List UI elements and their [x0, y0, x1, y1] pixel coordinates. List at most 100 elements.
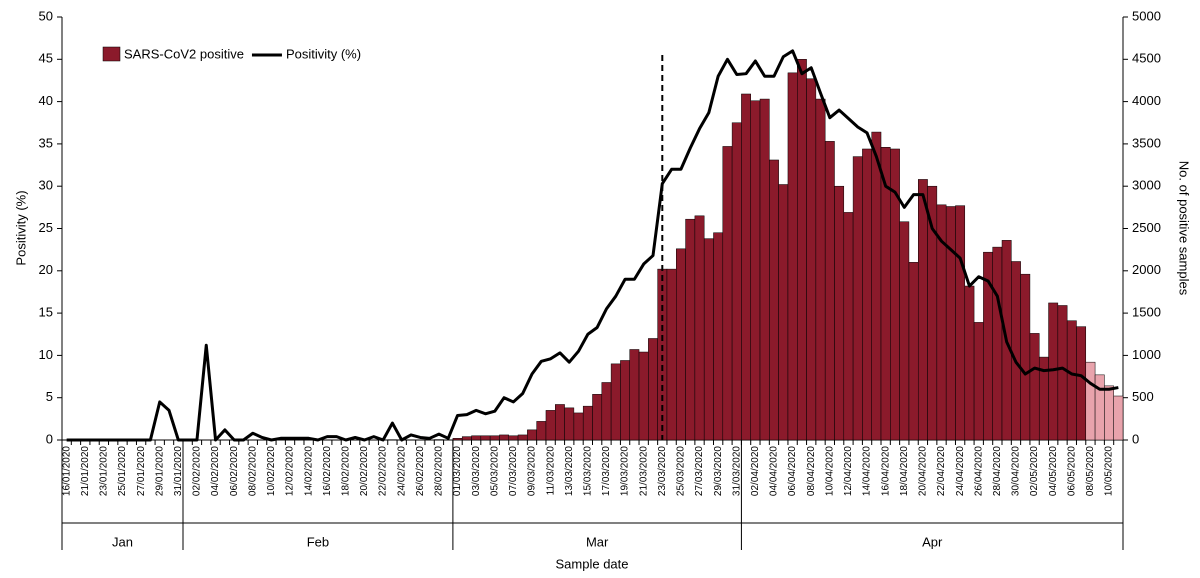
x-tick-label: 08/04/2020: [806, 446, 817, 496]
x-tick-label: 14/04/2020: [862, 446, 873, 496]
bar: [1029, 333, 1040, 441]
bar: [1076, 326, 1087, 441]
line: [66, 49, 1119, 442]
x-tick-label: 08/02/2020: [247, 446, 258, 496]
x-tick-label: 17/03/2020: [601, 446, 612, 496]
x-tick-label: 21/03/2020: [638, 446, 649, 496]
bar: [862, 148, 872, 441]
y-tick-label: 35: [39, 135, 53, 150]
bar: [964, 285, 975, 441]
bar: [610, 363, 621, 441]
bar: [778, 184, 789, 441]
bar: [527, 429, 537, 441]
x-tick-label: 16/04/2020: [880, 446, 891, 496]
x-tick-label: 05/03/2020: [489, 446, 500, 496]
bar: [517, 434, 528, 441]
x-tick-label: 31/01/2020: [173, 446, 184, 496]
x-tick-label: 22/02/2020: [378, 446, 389, 496]
bar: [899, 221, 910, 441]
bar: [973, 322, 984, 441]
x-tick-label: 28/02/2020: [434, 446, 445, 496]
x-tick-label: 03/03/2020: [471, 446, 482, 496]
x-tick-label: 16/02/2020: [322, 446, 333, 496]
y2-tick-label: 4500: [1132, 51, 1161, 66]
y-tick-label: 0: [46, 431, 53, 446]
x-tick-label: 23/01/2020: [99, 446, 110, 496]
x-tick-label: 08/05/2020: [1085, 446, 1096, 496]
y-axis-title: Positivity (%): [13, 190, 28, 265]
y2-tick-label: 5000: [1132, 8, 1161, 23]
bar: [703, 238, 714, 441]
x-tick-label: 20/02/2020: [359, 446, 370, 496]
x-tick-label: 12/04/2020: [843, 446, 854, 496]
bar: [1104, 385, 1114, 441]
bar: [722, 146, 733, 441]
x-tick-label: 07/03/2020: [508, 446, 519, 496]
month-label: Mar: [586, 534, 609, 549]
x-tick-label: 25/01/2020: [117, 446, 128, 496]
bar: [499, 434, 509, 441]
x-tick-label: 24/04/2020: [955, 446, 966, 496]
bar: [955, 205, 966, 441]
x-tick-label: 18/02/2020: [341, 446, 352, 496]
y2-tick-label: 1000: [1132, 347, 1161, 362]
x-tick-label: 06/05/2020: [1066, 446, 1077, 496]
bar: [787, 72, 798, 441]
x-tick-label: 04/04/2020: [769, 446, 780, 496]
x-tick-label: 24/02/2020: [396, 446, 407, 496]
bar: [1085, 361, 1096, 441]
bar: [638, 351, 649, 441]
bar: [992, 246, 1003, 441]
bar: [750, 100, 761, 441]
x-tick-label: 06/02/2020: [229, 446, 240, 496]
y2-tick-label: 3000: [1132, 178, 1161, 193]
x-tick-label: 18/04/2020: [899, 446, 910, 496]
y-tick-label: 30: [39, 178, 53, 193]
y2-tick-label: 2000: [1132, 262, 1161, 277]
x-tick-label: 14/02/2020: [303, 446, 314, 496]
y-tick-label: 25: [39, 220, 53, 235]
bar: [880, 147, 891, 441]
y2-tick-label: 3500: [1132, 135, 1161, 150]
bar: [945, 206, 956, 441]
legend-swatch: [102, 46, 121, 62]
x-tick-label: 23/03/2020: [657, 446, 668, 496]
bar: [508, 435, 519, 441]
bar: [657, 268, 668, 441]
x-tick-label: 30/04/2020: [1011, 446, 1022, 496]
bar: [471, 435, 482, 441]
bar: [629, 349, 640, 441]
legend-label: Positivity (%): [286, 46, 361, 61]
x-tick-label: 10/02/2020: [266, 446, 277, 496]
x-tick-label: 04/05/2020: [1048, 446, 1059, 496]
bar: [1020, 273, 1031, 441]
y2-tick-label: 500: [1132, 389, 1154, 404]
x-tick-label: 01/03/2020: [452, 446, 463, 496]
y-tick-label: 50: [39, 8, 53, 23]
bar: [676, 248, 686, 441]
bar: [1057, 305, 1068, 441]
x-tick-label: 15/03/2020: [582, 446, 593, 496]
bar: [582, 405, 593, 441]
bar: [461, 436, 472, 441]
bar: [797, 59, 807, 441]
x-tick-label: 04/02/2020: [210, 446, 221, 496]
x-tick-label: 13/03/2020: [564, 446, 575, 496]
bar: [834, 185, 845, 441]
x-tick-label: 21/01/2020: [80, 446, 91, 496]
bar: [871, 131, 882, 441]
bar: [713, 232, 724, 441]
bar: [908, 262, 919, 441]
bar: [452, 438, 463, 441]
bar: [806, 78, 817, 441]
bar: [1094, 374, 1105, 441]
bar: [685, 218, 696, 441]
bar: [620, 360, 630, 441]
legend-label: SARS-CoV2 positive: [124, 46, 244, 61]
month-label: Feb: [307, 534, 329, 549]
bar: [666, 268, 677, 441]
bar: [1066, 320, 1077, 441]
y2-tick-label: 0: [1132, 431, 1139, 446]
bar: [824, 141, 835, 441]
y-tick-label: 45: [39, 51, 53, 66]
